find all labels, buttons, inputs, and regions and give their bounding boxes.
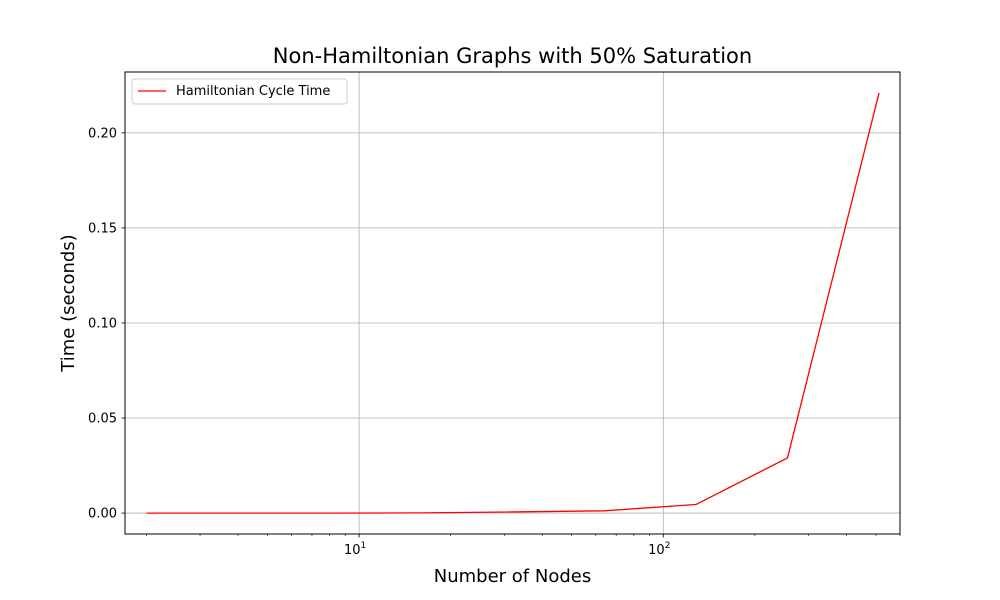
y-tick-label: 0.15 (88, 221, 117, 236)
legend-box (131, 78, 348, 105)
ticks: 0.00 0.05 0.10 0.15 0.20 101 102 (88, 126, 901, 558)
plot-frame (124, 71, 901, 535)
legend-label: Hamiltonian Cycle Time (176, 84, 330, 99)
y-tick-label: 0.10 (88, 316, 117, 331)
y-tick-label: 0.20 (88, 126, 117, 141)
x-axis-title: Number of Nodes (434, 566, 591, 587)
x-tick-label: 102 (648, 541, 670, 558)
series-line (146, 92, 880, 514)
series-layer (146, 92, 880, 514)
x-tick-label: 101 (344, 541, 366, 558)
y-tick-label: 0.00 (88, 507, 117, 522)
y-axis-title: Time (seconds) (58, 234, 79, 372)
y-tick-label: 0.05 (88, 412, 117, 427)
legend: Hamiltonian Cycle Time (131, 78, 348, 105)
chart-title: Non-Hamiltonian Graphs with 50% Saturati… (273, 44, 752, 68)
